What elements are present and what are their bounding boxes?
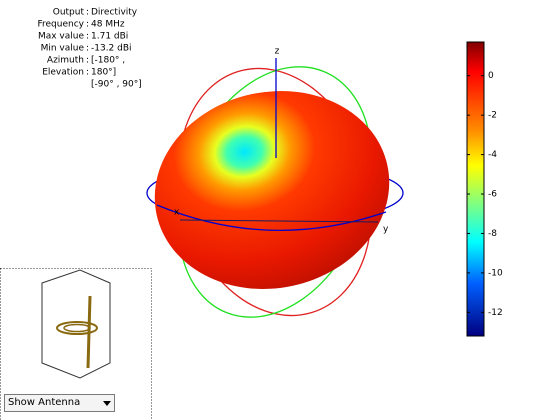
- info-value: [-180° ,: [91, 56, 125, 66]
- axis-label: y: [383, 225, 389, 235]
- colorbar-tick-label: -6: [488, 190, 497, 200]
- info-label: Frequency: [38, 20, 85, 30]
- info-separator: :: [86, 68, 89, 78]
- colorbar: [466, 41, 485, 337]
- azimuth-arc: [156, 204, 387, 231]
- antenna-panel: [0, 268, 152, 420]
- info-separator: :: [86, 32, 89, 42]
- info-label: Azimuth: [47, 56, 84, 66]
- colorbar-tick-label: -12: [488, 308, 503, 318]
- info-separator: :: [86, 20, 89, 30]
- colorbar-tick-label: -8: [488, 229, 497, 239]
- antenna-loop: [63, 323, 91, 333]
- axis-label: x: [174, 208, 180, 218]
- info-label: Max value: [38, 32, 85, 42]
- info-value: 1.71 dBi: [91, 32, 128, 42]
- radiation-pattern: [154, 91, 390, 289]
- info-label: Output: [53, 8, 85, 18]
- info-value: -13.2 dBi: [91, 44, 132, 54]
- colorbar-tick-label: -4: [488, 150, 497, 160]
- info-separator: :: [86, 8, 89, 18]
- info-label: Min value: [41, 44, 85, 54]
- axis-label: z: [275, 47, 280, 57]
- info-value: [-90° , 90°]: [91, 80, 142, 90]
- antenna-loop: [56, 321, 98, 335]
- info-value: 180°]: [91, 68, 116, 78]
- show-antenna-dropdown[interactable]: Show Antenna: [4, 394, 115, 412]
- info-separator: :: [86, 44, 89, 54]
- dropdown-arrow[interactable]: [103, 401, 111, 406]
- colorbar-tick-label: -2: [488, 111, 497, 121]
- info-separator: :: [86, 56, 89, 66]
- dropdown-text: Show Antenna: [8, 397, 81, 408]
- info-label: Elevation: [42, 68, 84, 78]
- x-y-axis: [179, 219, 379, 223]
- colorbar-tick-label: -10: [488, 268, 503, 278]
- info-value: 48 MHz: [91, 20, 125, 30]
- info-value: Directivity: [91, 8, 138, 18]
- colorbar-tick-label: 0: [488, 71, 494, 81]
